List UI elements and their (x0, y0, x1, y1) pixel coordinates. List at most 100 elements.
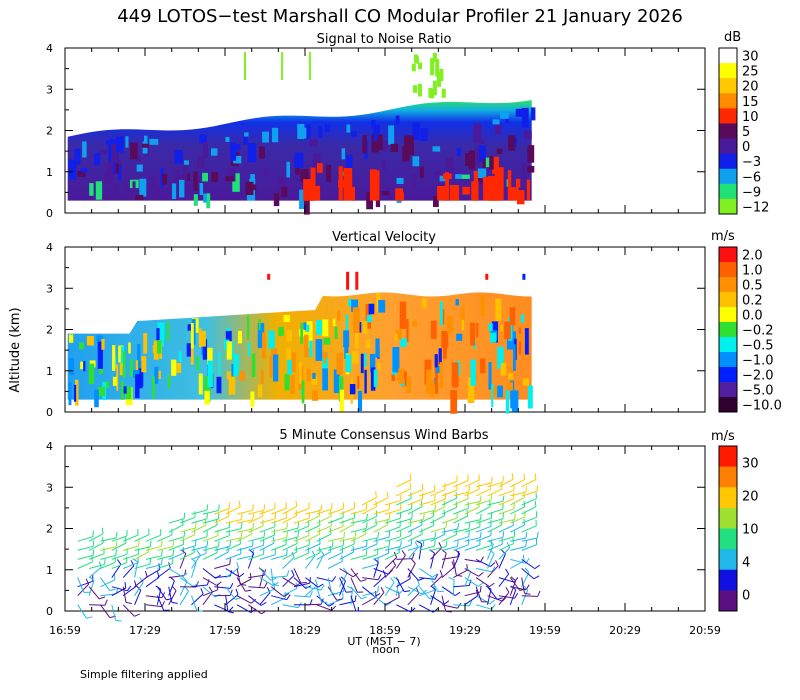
vv-cell (143, 333, 148, 354)
wind-barb (282, 577, 297, 587)
snr-cell (379, 140, 389, 152)
wind-ytick-label: 1 (46, 564, 53, 577)
vv-cell (370, 367, 376, 391)
snr-cell (420, 128, 428, 141)
wind-barb (395, 555, 406, 569)
wind-barb (77, 604, 87, 619)
wind-barb (521, 506, 537, 515)
wind-barb (327, 577, 333, 594)
wind-barb (521, 490, 538, 497)
wind-barb (350, 595, 357, 612)
snr-cell (186, 173, 190, 181)
wind-barb (396, 558, 413, 560)
snr-cell (295, 163, 300, 175)
vv-cell (322, 319, 329, 337)
wind-barb (282, 505, 297, 515)
vv-cell (474, 371, 478, 378)
snr-cell (477, 168, 487, 179)
vv-cell (154, 366, 159, 384)
vv-cell (186, 343, 192, 357)
snr-cell (515, 178, 521, 188)
snr-cell (225, 176, 234, 182)
vv-cell (400, 338, 407, 347)
wind-barb (339, 517, 355, 524)
wind-barb (225, 537, 242, 542)
wind-barb-flag (104, 599, 108, 606)
vv-cell (506, 382, 513, 391)
wind-barb (316, 508, 333, 515)
wind-barb-flag (510, 576, 516, 582)
wind-barb (214, 508, 230, 515)
vv-cell (68, 382, 72, 406)
wind-barb (214, 586, 231, 589)
snr-cell (434, 170, 441, 177)
colorbar-swatch (719, 367, 737, 383)
vv-cell (300, 387, 303, 394)
wind-barb (350, 509, 367, 515)
snr-cell (527, 145, 535, 163)
wind-barb (407, 498, 423, 506)
wind-barb (214, 546, 230, 551)
colorbar-swatch (719, 153, 737, 170)
vv-cell (488, 323, 493, 331)
wind-barb-flag (216, 581, 222, 586)
vv-cell (338, 376, 344, 402)
wind-barb-flag (286, 594, 291, 600)
wind-barb (191, 584, 208, 588)
vv-cell (309, 340, 313, 358)
wind-barb-flag (456, 574, 463, 577)
wind-barb (430, 547, 442, 560)
wind-barb (430, 575, 443, 588)
wind-barb (236, 595, 252, 604)
snr-cell (412, 174, 417, 188)
wind-barb (327, 525, 344, 533)
wind-barb (111, 553, 128, 560)
vv-cell (337, 310, 341, 321)
vv-cell (226, 341, 232, 360)
panel-vv-xticks (64, 247, 706, 412)
vv-cell (461, 319, 465, 330)
panel-vv-yticks: 0 1 2 3 4 (46, 241, 705, 419)
colorbar-wind-unit: m/s (711, 429, 735, 444)
wind-barb-flag (161, 558, 163, 565)
panel-wind-yticks: 0 1 2 3 4 (46, 440, 705, 618)
panel-wind-frame (64, 445, 706, 612)
colorbar-label: 30 (742, 50, 759, 65)
wind-barb (373, 592, 385, 606)
vv-cell (207, 360, 213, 388)
vv-cell (226, 371, 232, 380)
wind-barb-flag (416, 540, 422, 545)
wind-barb (271, 507, 287, 515)
snr-cell (395, 115, 400, 125)
wind-barb-flag (390, 577, 395, 583)
wind-barb (145, 604, 162, 608)
wind-barb (362, 596, 377, 606)
wind-barb-flag (468, 579, 472, 586)
vv-cell (228, 376, 236, 395)
wind-barb-flag (252, 513, 255, 520)
snr-cell (95, 181, 103, 200)
wind-barb (179, 516, 196, 524)
wind-barb (157, 567, 171, 579)
snr-cell (377, 134, 383, 150)
wind-barb-flag (468, 530, 470, 537)
colorbar-label: 0.0 (742, 309, 763, 324)
wind-barb-flag (171, 601, 178, 604)
colorbar-label: 10 (742, 523, 759, 538)
wind-barb (487, 553, 495, 569)
wind-barb (305, 552, 321, 560)
wind-barb (452, 559, 457, 576)
colorbar-swatch (719, 138, 737, 155)
vv-cell (286, 348, 291, 361)
vv-cell (86, 336, 94, 346)
vv-cell (490, 332, 497, 343)
wind-barb-flag (252, 522, 255, 530)
vv-cell (156, 340, 162, 354)
snr-cell (316, 163, 323, 173)
snr-cell-top (432, 80, 437, 96)
wind-barb (373, 497, 389, 506)
wind-barb (248, 525, 264, 533)
wind-barb (475, 482, 492, 488)
colorbar-label: −0.2 (742, 324, 774, 339)
wind-barb-flag (168, 562, 171, 569)
